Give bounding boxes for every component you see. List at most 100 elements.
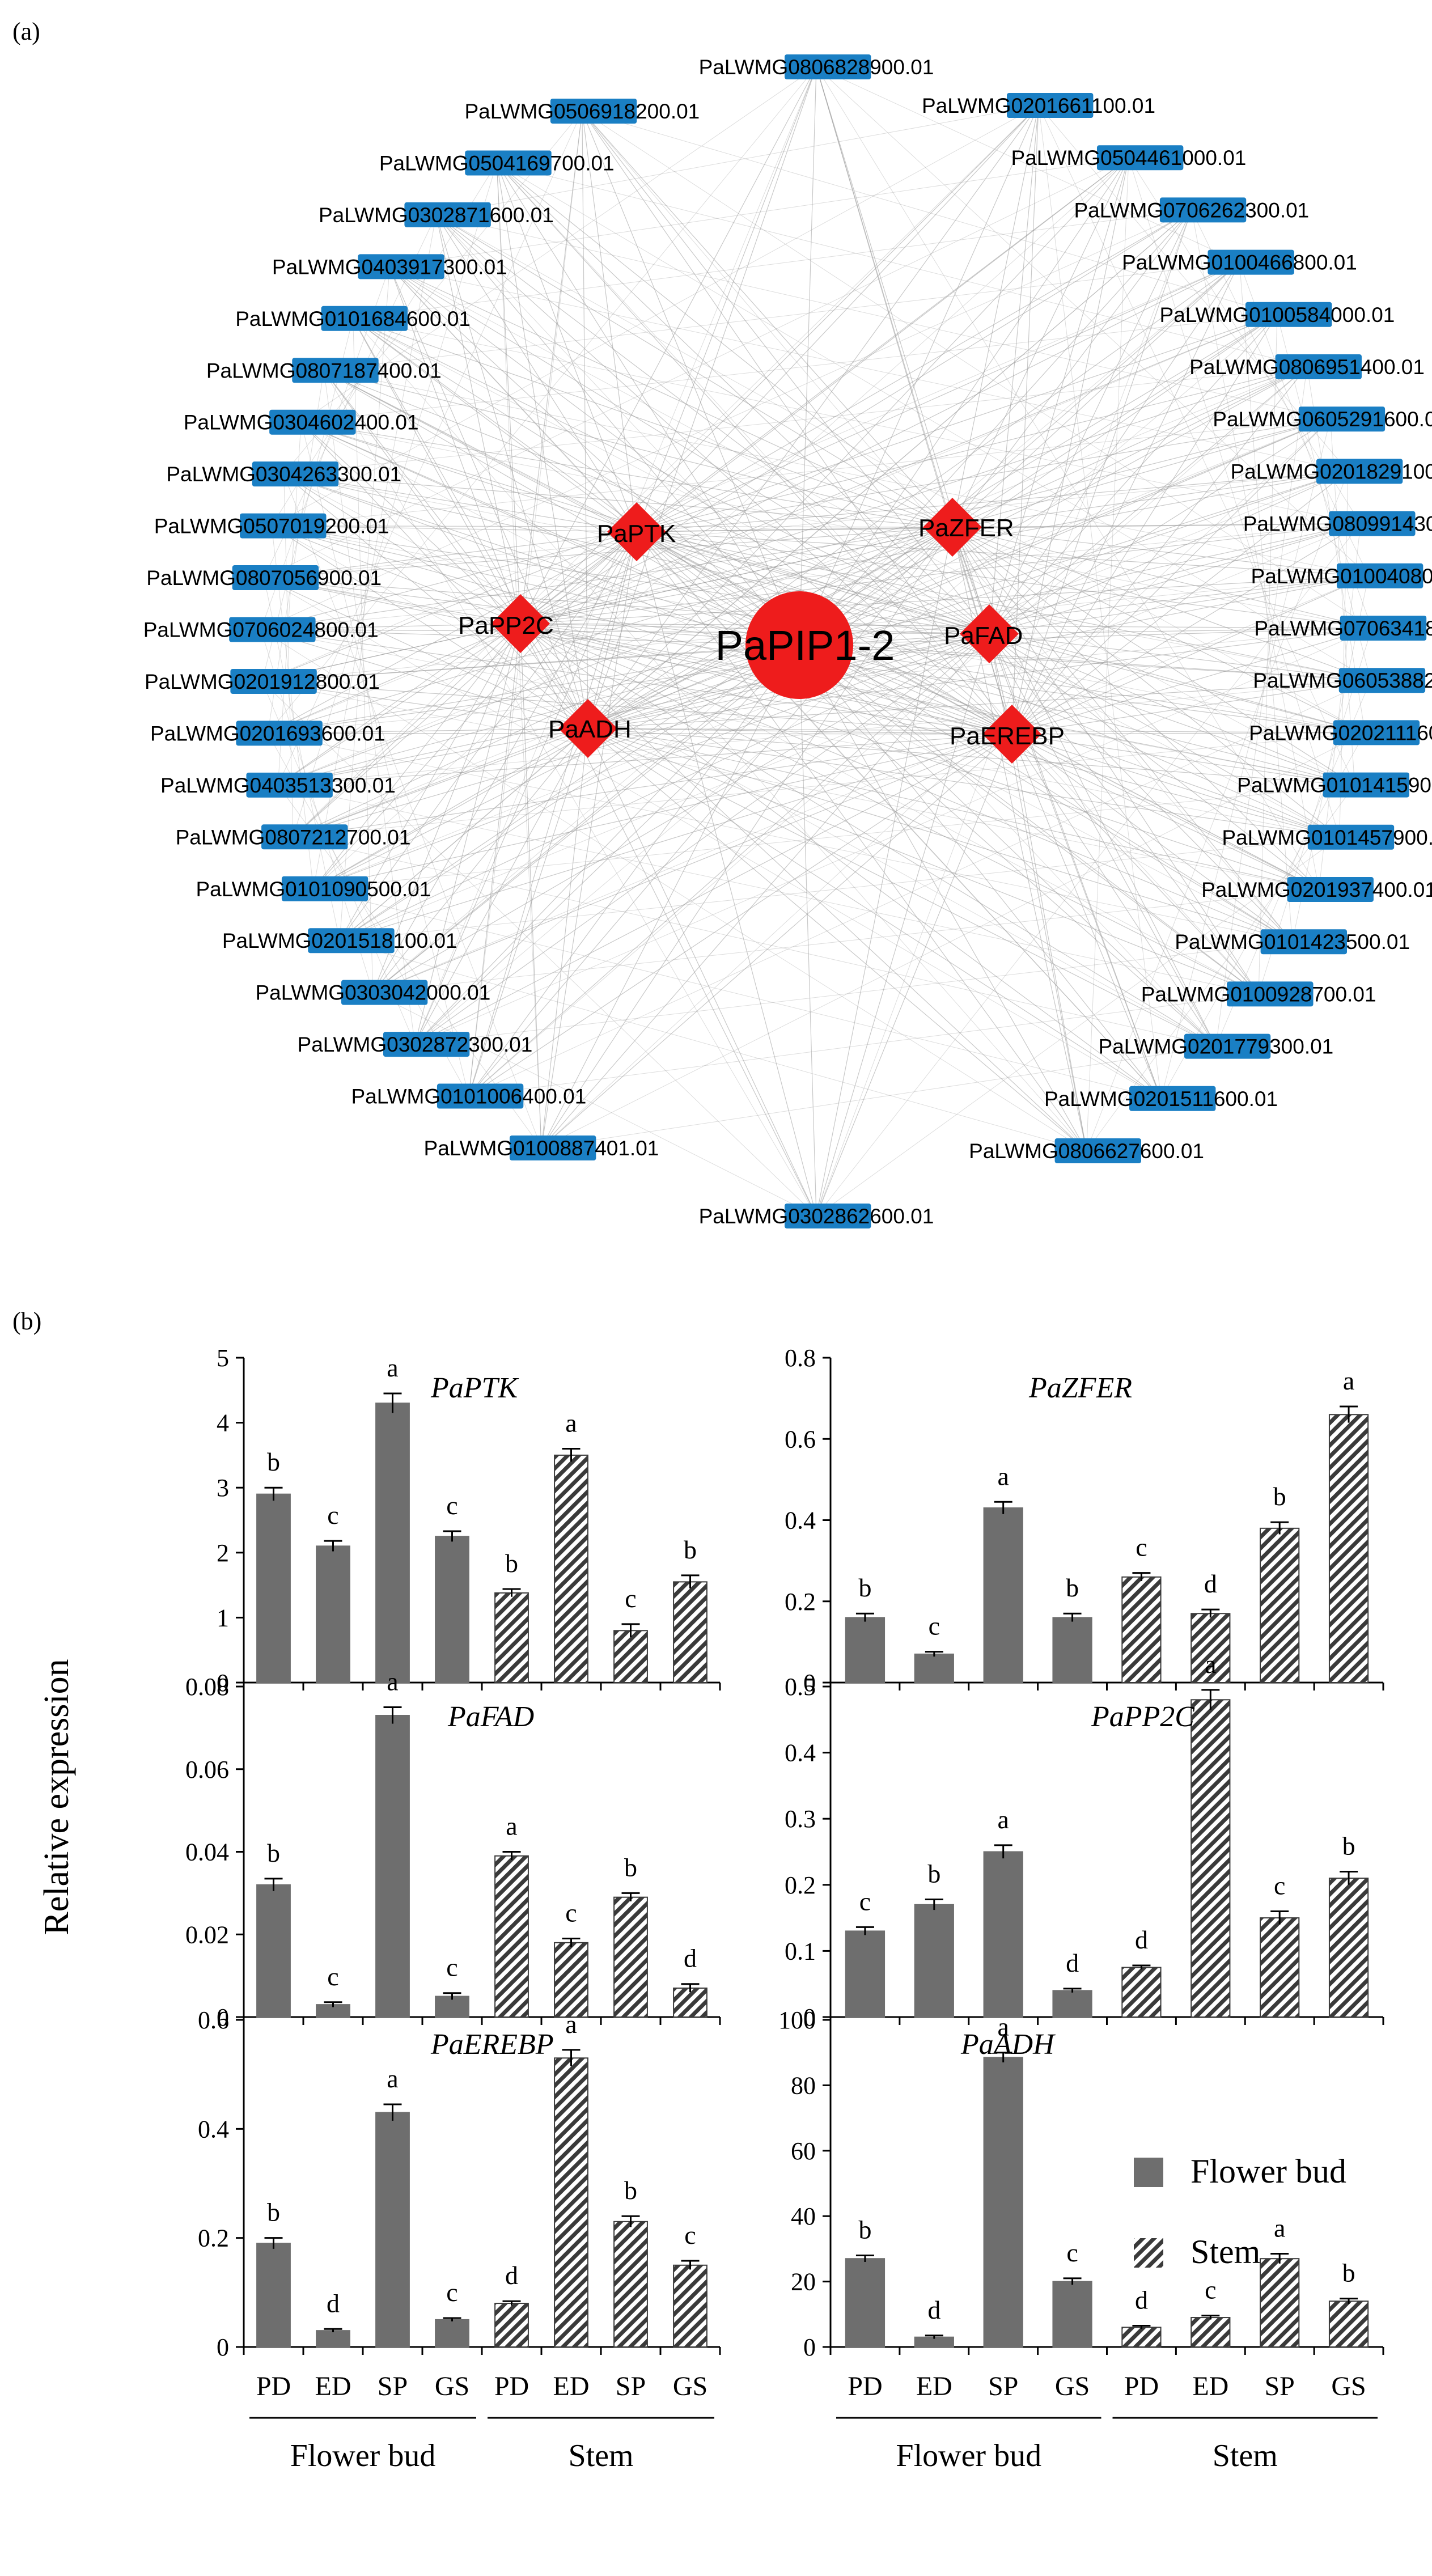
- y-tick-label: 0: [803, 2333, 816, 2361]
- network-edge: [1011, 418, 1331, 735]
- network-edge: [636, 418, 1331, 532]
- bar: [1190, 2317, 1231, 2348]
- network-edge: [636, 531, 817, 1217]
- bar: [1052, 2281, 1092, 2348]
- network-edge: [389, 266, 990, 634]
- network-node-label: PaLWMG0807212700.01: [176, 825, 411, 849]
- category-label: PD: [1124, 2371, 1159, 2401]
- network-edge: [587, 728, 1087, 1151]
- network-node: PaLWMG0201518100.01: [222, 928, 457, 954]
- network-edge: [353, 318, 637, 532]
- significance-letter: a: [565, 2010, 577, 2039]
- significance-letter: c: [446, 1491, 457, 1520]
- network-edge: [268, 623, 521, 734]
- network-edge: [313, 785, 1355, 889]
- bar: [375, 1403, 410, 1683]
- network-edge: [1011, 366, 1308, 735]
- network-node: PaLWMG0302862600.01: [699, 1204, 934, 1228]
- network-node-highlight: [232, 565, 319, 591]
- network-node: PaLWMG0806627600.01: [969, 1138, 1204, 1163]
- network-edge: [353, 318, 953, 528]
- network-edge: [541, 734, 1012, 1149]
- network-edge: [414, 941, 1293, 1045]
- network-edge: [520, 623, 1355, 786]
- network-edge: [389, 157, 1129, 267]
- network-edge: [272, 525, 953, 528]
- category-label: GS: [435, 2371, 469, 2401]
- panel-a-label: (a): [12, 18, 40, 45]
- chart-title: PaEREBP: [430, 2028, 554, 2061]
- network-edge: [799, 66, 817, 646]
- network-node: PaLWMG0201829100.01: [1231, 459, 1432, 484]
- network-edge: [636, 531, 1355, 786]
- network-edge: [271, 526, 521, 624]
- category-label: GS: [1055, 2371, 1090, 2401]
- network-node-highlight: [246, 772, 333, 798]
- network-edge: [799, 105, 1039, 646]
- y-tick-label: 20: [791, 2268, 816, 2296]
- network-node-label: PaLWMG0302872300.01: [298, 1033, 533, 1056]
- network-node-highlight: [1129, 1086, 1216, 1111]
- network-node-label: PaLWMG0403917300.01: [272, 255, 507, 278]
- network-node: PaLWMG0403917300.01: [272, 254, 507, 279]
- network-edge: [262, 633, 990, 682]
- network-edge: [468, 623, 521, 1096]
- network-edge: [389, 266, 1349, 472]
- network-edge: [435, 214, 521, 624]
- network-node-label: PaLWMG0807187400.01: [206, 359, 442, 382]
- network-edge: [1011, 732, 1365, 735]
- network-edge: [520, 623, 1162, 1099]
- significance-letter: a: [997, 1461, 1009, 1490]
- network-edge: [1011, 628, 1372, 735]
- category-label: ED: [315, 2371, 351, 2401]
- network-edge: [268, 645, 800, 734]
- network-node-highlight: [1275, 354, 1362, 379]
- significance-letter: c: [859, 1887, 871, 1916]
- network-edge: [989, 105, 1039, 634]
- network-node-highlight: [1333, 720, 1420, 745]
- network-edge: [262, 681, 817, 1217]
- network-edge: [989, 158, 1129, 634]
- network-edge: [636, 531, 1340, 838]
- network-node-highlight: [252, 461, 339, 487]
- network-edge: [520, 105, 1039, 624]
- network-edge: [636, 531, 1217, 1047]
- network-edge: [541, 645, 800, 1149]
- center-node-label: PaPIP1-2: [715, 622, 895, 669]
- network-edge: [587, 157, 1129, 729]
- network-edge: [300, 66, 817, 423]
- network-node: PaLWMG0201511600.01: [1044, 1086, 1278, 1111]
- network-edge: [799, 418, 1331, 646]
- network-edge: [582, 111, 990, 634]
- significance-letter: d: [684, 1944, 697, 1973]
- significance-letter: a: [997, 2012, 1009, 2041]
- y-tick-label: 0.2: [785, 1871, 816, 1899]
- network-edge: [264, 577, 1162, 1099]
- network-node-highlight: [1159, 197, 1247, 223]
- bar: [1260, 2258, 1300, 2348]
- category-label: ED: [1192, 2371, 1228, 2401]
- network-node-label: PaLWMG0101457900.01: [1222, 826, 1432, 849]
- network-edge: [799, 314, 1278, 646]
- network-edge: [278, 734, 1012, 786]
- network-edge: [636, 531, 1319, 890]
- network-edge: [283, 473, 637, 532]
- network-edge: [541, 531, 637, 1149]
- network-edge: [989, 628, 1372, 634]
- network-edge: [587, 728, 1340, 838]
- network-edge: [278, 785, 1259, 994]
- y-tick-label: 0.6: [785, 1425, 816, 1453]
- network-edge: [372, 527, 953, 993]
- network-edge: [372, 623, 521, 993]
- bar-chart-PaZFER: 0 0.2 0.4 0.6 0.8 b c a b c d b a PaZFER: [785, 1344, 1384, 1697]
- significance-letter: c: [1136, 1533, 1147, 1562]
- y-tick-label: 0.3: [785, 1805, 816, 1833]
- network-edge: [799, 523, 1361, 646]
- network-edge: [414, 645, 800, 1045]
- bar: [914, 1653, 954, 1684]
- network-edge: [389, 266, 953, 528]
- y-tick-label: 0.5: [785, 1673, 816, 1701]
- network-edge: [414, 314, 1278, 1045]
- network-node-label: PaLWMG0201518100.01: [222, 929, 457, 952]
- network-edge: [353, 318, 521, 624]
